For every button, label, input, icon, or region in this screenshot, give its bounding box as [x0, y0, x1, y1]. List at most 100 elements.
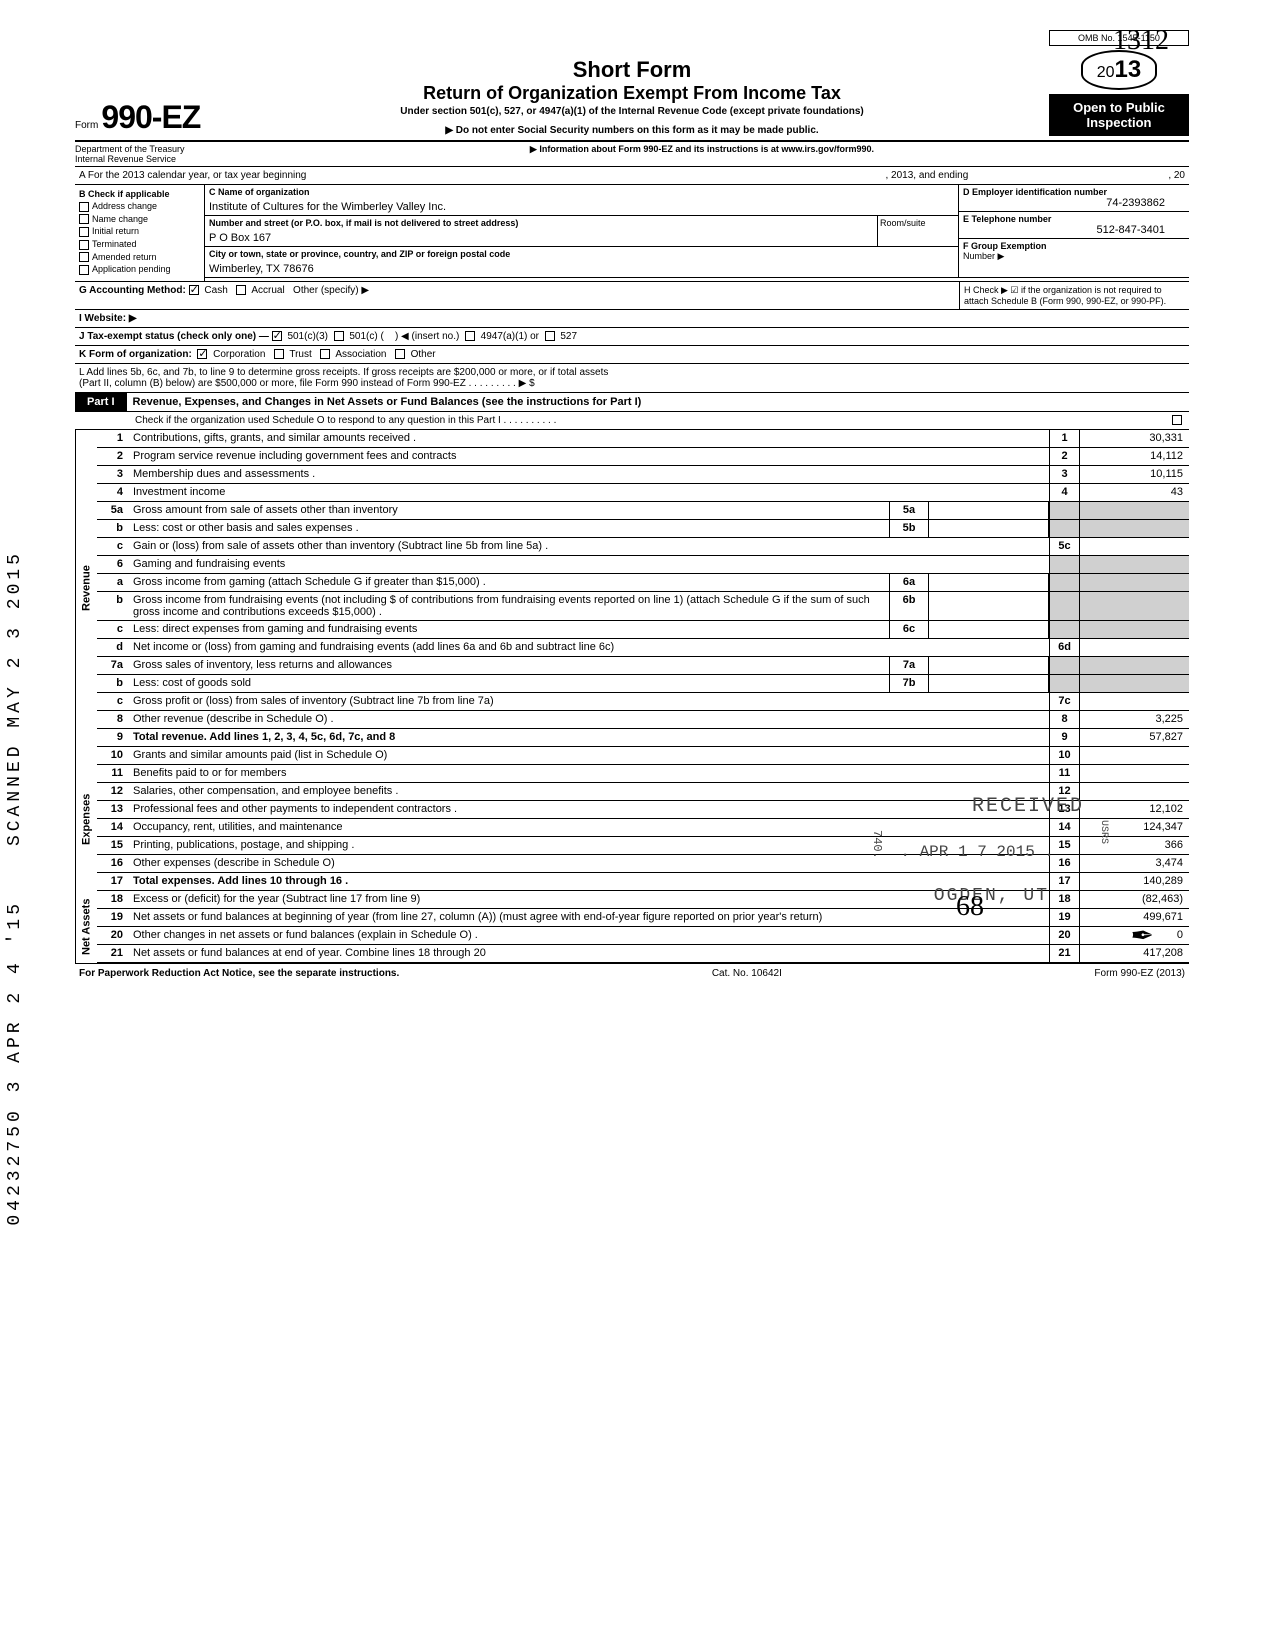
part1-header: Part I Revenue, Expenses, and Changes in…	[75, 393, 1189, 412]
g-cash: Cash	[204, 285, 227, 296]
ln14-v: 124,347	[1079, 819, 1189, 836]
ln4-n: 4	[97, 484, 129, 501]
ln4-d: Investment income	[129, 484, 1049, 501]
ln1-n: 1	[97, 430, 129, 447]
ln11-d: Benefits paid to or for members	[129, 765, 1049, 782]
part1-label: Part I	[75, 393, 127, 411]
ln14-d: Occupancy, rent, utilities, and maintena…	[129, 819, 1049, 836]
i-lbl: I Website: ▶	[79, 313, 137, 324]
ln3-b: 3	[1049, 466, 1079, 483]
ln4-b: 4	[1049, 484, 1079, 501]
ln17-d: Total expenses. Add lines 10 through 16 …	[129, 873, 1049, 890]
l-l2: (Part II, column (B) below) are $500,000…	[79, 378, 1185, 389]
title-return: Return of Organization Exempt From Incom…	[215, 83, 1049, 104]
cb-amended[interactable]	[79, 252, 89, 262]
cb-app-pending[interactable]	[79, 265, 89, 275]
ln20-d: Other changes in net assets or fund bala…	[129, 927, 1049, 944]
cb-527[interactable]	[545, 331, 555, 341]
part1-check: Check if the organization used Schedule …	[75, 412, 1189, 430]
cb-initial-return[interactable]	[79, 227, 89, 237]
ln10-b: 10	[1049, 747, 1079, 764]
col-c: C Name of organization Institute of Cult…	[205, 185, 959, 277]
form-number: 990-EZ	[101, 99, 200, 135]
ln6c-m: 6c	[889, 621, 929, 638]
ln5a-d: Gross amount from sale of assets other t…	[129, 502, 889, 519]
k-a: Corporation	[213, 349, 265, 360]
b-item-3: Terminated	[92, 239, 137, 249]
g-lbl: G Accounting Method:	[79, 285, 186, 296]
row-l: L Add lines 5b, 6c, and 7b, to line 9 to…	[75, 364, 1189, 393]
dept-row: Department of the Treasury Internal Reve…	[75, 142, 1189, 167]
b-item-1: Name change	[92, 214, 148, 224]
cb-501c3[interactable]	[272, 331, 282, 341]
cb-corp[interactable]	[197, 349, 207, 359]
ln2-v: 14,112	[1079, 448, 1189, 465]
form-header: Form 990-EZ Short Form Return of Organiz…	[75, 30, 1189, 142]
ln7a-d: Gross sales of inventory, less returns a…	[129, 657, 889, 674]
ln20-n: 20	[97, 927, 129, 944]
c-city-lbl: City or town, state or province, country…	[205, 246, 958, 261]
ln17-v: 140,289	[1079, 873, 1189, 890]
stamp-date: . APR 1 7 2015 .	[900, 843, 1054, 861]
cb-address-change[interactable]	[79, 202, 89, 212]
cb-accrual[interactable]	[236, 285, 246, 295]
j-pre: J Tax-exempt status (check only one) —	[79, 331, 269, 342]
j-e: 527	[560, 331, 577, 342]
j-c: ) ◀ (insert no.)	[395, 331, 459, 342]
k-d: Other	[411, 349, 436, 360]
hw-sign: ✒	[1131, 919, 1154, 953]
footer-left: For Paperwork Reduction Act Notice, see …	[79, 968, 399, 979]
b-item-2: Initial return	[92, 226, 139, 236]
cb-trust[interactable]	[274, 349, 284, 359]
ln21-d: Net assets or fund balances at end of ye…	[129, 945, 1049, 962]
ln11-n: 11	[97, 765, 129, 782]
ln7c-b: 7c	[1049, 693, 1079, 710]
dept-l1: Department of the Treasury	[75, 144, 215, 154]
c-name-val: Institute of Cultures for the Wimberley …	[205, 199, 958, 216]
ln7b-d: Less: cost of goods sold	[129, 675, 889, 692]
ln5b-n: b	[97, 520, 129, 537]
ln1-v: 30,331	[1079, 430, 1189, 447]
j-a: 501(c)(3)	[287, 331, 328, 342]
cb-name-change[interactable]	[79, 214, 89, 224]
ln13-n: 13	[97, 801, 129, 818]
ln7c-v	[1079, 693, 1189, 710]
cb-cash[interactable]	[189, 285, 199, 295]
open-public-l1: Open to Public	[1055, 100, 1183, 115]
footer-center: Cat. No. 10642I	[712, 968, 782, 979]
k-pre: K Form of organization:	[79, 349, 192, 360]
f-lbl: F Group Exemption	[963, 241, 1185, 251]
ln5b-m: 5b	[889, 520, 929, 537]
cb-501c[interactable]	[334, 331, 344, 341]
revenue-section: Revenue 1Contributions, gifts, grants, a…	[75, 430, 1189, 747]
ln6c-d: Less: direct expenses from gaming and fu…	[129, 621, 889, 638]
d-lbl: D Employer identification number	[963, 187, 1185, 197]
row-g: G Accounting Method: Cash Accrual Other …	[75, 282, 1189, 310]
ln7b-m: 7b	[889, 675, 929, 692]
ln5c-v	[1079, 538, 1189, 555]
side-stamp-bottom: 04232750 3 APR 2 4 '15	[5, 900, 25, 1226]
cb-4947[interactable]	[465, 331, 475, 341]
f-lbl2: Number ▶	[963, 251, 1185, 262]
note-ssn: ▶ Do not enter Social Security numbers o…	[215, 125, 1049, 136]
side-stamp-scanned: SCANNED MAY 2 3 2015	[5, 550, 25, 846]
cb-assoc[interactable]	[320, 349, 330, 359]
ln1-b: 1	[1049, 430, 1079, 447]
c-name-lbl: C Name of organization	[205, 185, 958, 199]
ln5a-n: 5a	[97, 502, 129, 519]
row-j: J Tax-exempt status (check only one) — 5…	[75, 328, 1189, 346]
cb-terminated[interactable]	[79, 240, 89, 250]
ln2-n: 2	[97, 448, 129, 465]
cb-other-org[interactable]	[395, 349, 405, 359]
ln11-b: 11	[1049, 765, 1079, 782]
ln5c-n: c	[97, 538, 129, 555]
year-prefix: 20	[1097, 64, 1115, 81]
ln4-v: 43	[1079, 484, 1189, 501]
line-a-pre: A For the 2013 calendar year, or tax yea…	[79, 170, 306, 181]
ln17-n: 17	[97, 873, 129, 890]
cb-sched-o[interactable]	[1172, 415, 1182, 425]
footer-right: Form 990-EZ (2013)	[1094, 968, 1185, 979]
k-b: Trust	[289, 349, 311, 360]
b-label: B Check if applicable	[79, 189, 200, 199]
subtitle: Under section 501(c), 527, or 4947(a)(1)…	[215, 106, 1049, 117]
